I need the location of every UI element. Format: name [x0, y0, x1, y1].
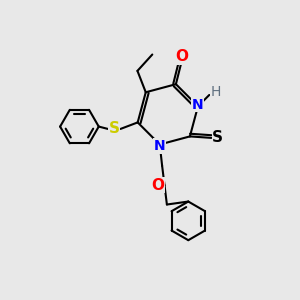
Text: S: S: [212, 130, 223, 146]
Text: S: S: [108, 121, 119, 136]
Text: O: O: [176, 49, 188, 64]
Text: O: O: [151, 178, 164, 193]
Text: N: N: [154, 139, 166, 153]
Text: H: H: [211, 85, 221, 99]
Text: N: N: [192, 98, 204, 112]
